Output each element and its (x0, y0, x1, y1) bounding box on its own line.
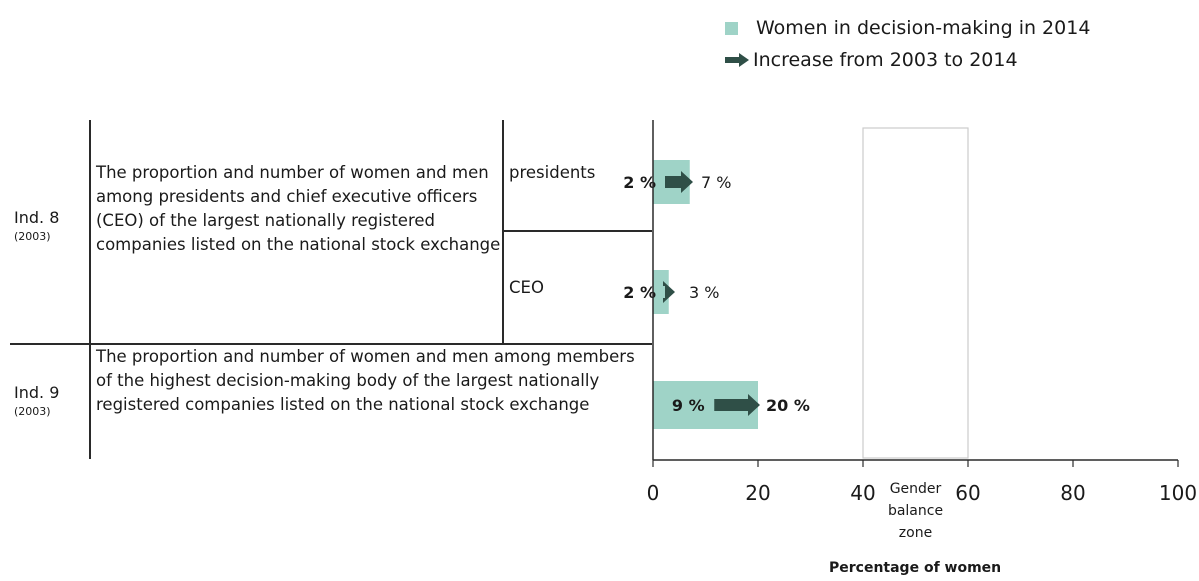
row-description-8: The proportion and number of women and m… (96, 163, 501, 254)
zone-label: balance (888, 503, 943, 519)
legend-arrow-label: Increase from 2003 to 2014 (753, 49, 1018, 71)
data-label-2014: 20 % (766, 396, 810, 415)
table-divider-sub (502, 120, 504, 344)
row-description-9: The proportion and number of women and m… (96, 347, 635, 414)
data-label-2003: 2 % (623, 283, 656, 302)
table-divider-left-2 (89, 343, 91, 459)
legend-item-arrow: Increase from 2003 to 2014 (725, 44, 1090, 76)
legend-bar-label: Women in decision-making in 2014 (756, 17, 1091, 39)
data-label-2003: 9 % (672, 396, 705, 415)
x-tick-label: 100 (1159, 481, 1197, 505)
indicator-name: Ind. 9 (14, 383, 60, 402)
legend-item-bar: Women in decision-making in 2014 (725, 12, 1090, 44)
indicator-year: (2003) (14, 230, 51, 243)
zone-label: Gender (890, 481, 942, 497)
arrow-icon (725, 53, 749, 67)
data-label-2003: 2 % (623, 173, 656, 192)
x-tick-label: 40 (850, 481, 875, 505)
table-divider-row (10, 343, 652, 345)
indicator-label-9: Ind. 9 (2003) (14, 383, 59, 419)
zone-label: zone (899, 525, 932, 541)
x-tick-label: 20 (745, 481, 770, 505)
legend: Women in decision-making in 2014 Increas… (725, 12, 1090, 76)
increase-arrow (663, 281, 675, 303)
increase-arrow (714, 394, 760, 416)
x-tick-label: 60 (955, 481, 980, 505)
indicator-label-8: Ind. 8 (2003) (14, 208, 59, 244)
data-label-2014: 3 % (689, 283, 719, 302)
x-tick-label: 80 (1060, 481, 1085, 505)
gender-balance-zone (862, 127, 969, 459)
indicator-name: Ind. 8 (14, 208, 60, 227)
x-axis-label: Percentage of women (829, 560, 1002, 576)
table-divider-subrow (502, 230, 652, 232)
x-tick-label: 0 (647, 481, 660, 505)
subrow-label-ceo: CEO (509, 278, 544, 297)
indicator-year: (2003) (14, 405, 51, 418)
table-divider-left (89, 120, 91, 344)
increase-arrow (665, 171, 693, 193)
data-label-2014: 7 % (701, 173, 731, 192)
bar-ceo (653, 270, 669, 314)
legend-bar-swatch (725, 21, 738, 35)
subrow-label-presidents: presidents (509, 163, 596, 182)
